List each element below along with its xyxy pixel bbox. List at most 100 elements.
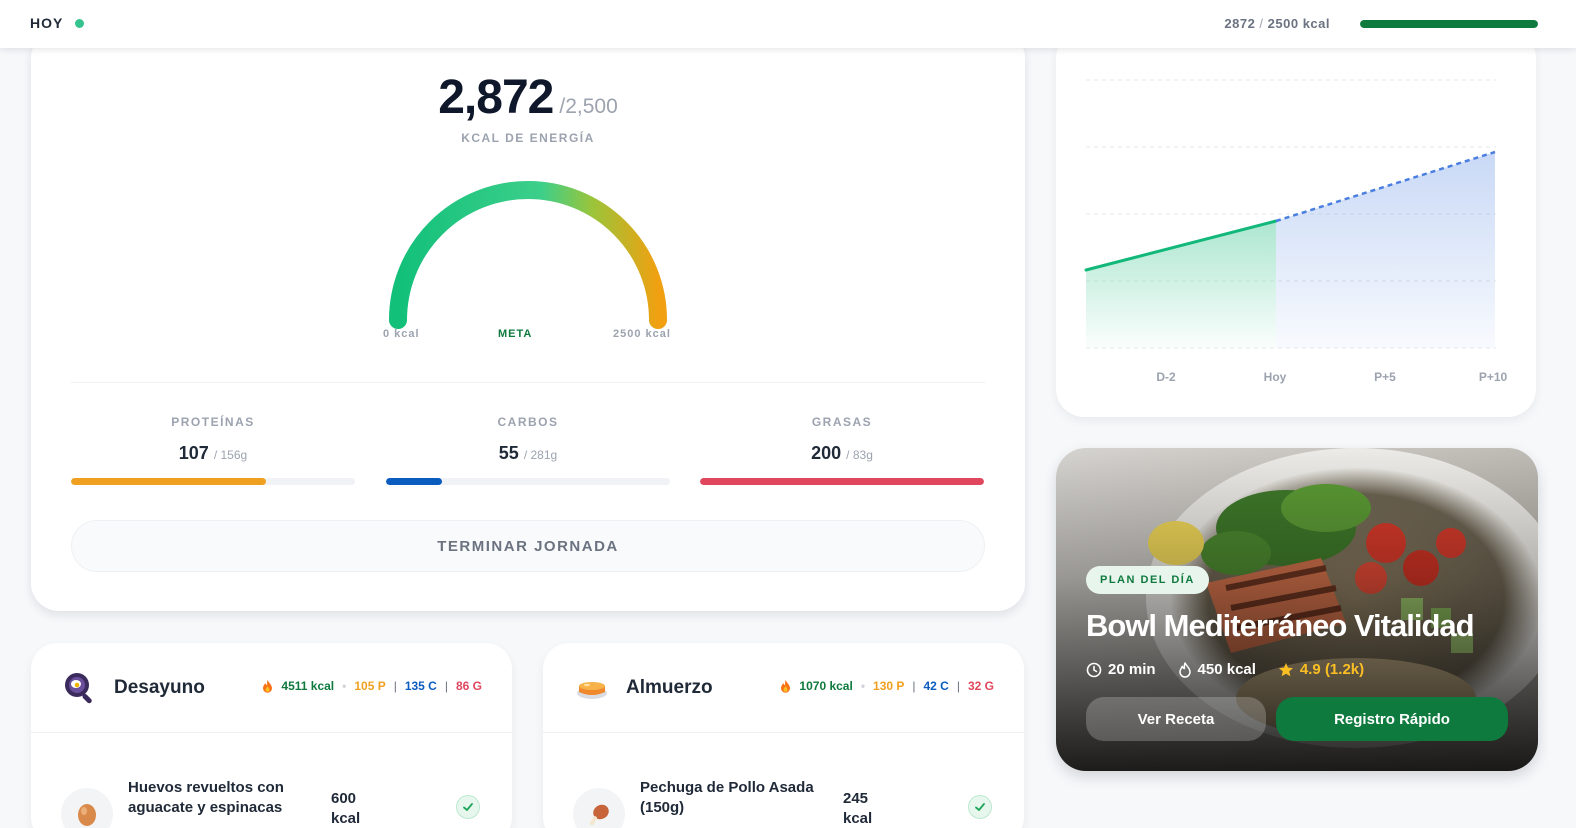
meal-kcal: 1070 kcal — [799, 679, 853, 693]
meal-header: Almuerzo 1070 kcal • 130 P | 42 C | 32 G — [543, 643, 1024, 733]
flame-icon — [781, 679, 791, 693]
macro-value: 107 / 156g — [71, 443, 355, 464]
kcal-summary-goal: 2500 kcal — [1267, 16, 1330, 31]
flame-icon — [263, 679, 273, 693]
recipe-meta: 20 min 450 kcal 4.9 (1.2k) — [1086, 661, 1364, 678]
actual-line — [1084, 219, 1278, 272]
trend-chart: D-2 Hoy P+5 P+10 — [1084, 79, 1508, 384]
energy-value: 2,872 — [438, 71, 554, 124]
macro-fats: GRASAS 200 / 83g — [700, 415, 984, 485]
top-bar: HOY 2872 / 2500 kcal — [0, 0, 1576, 48]
divider — [71, 382, 985, 383]
daily-progress-fill — [1360, 20, 1538, 28]
macro-proteins: PROTEÍNAS 107 / 156g — [71, 415, 355, 485]
pipe-separator: | — [912, 679, 916, 693]
food-avatar — [573, 788, 625, 828]
meal-carbs: 135 C — [404, 679, 437, 693]
kcal-summary-separator: / — [1255, 16, 1268, 31]
macro-progress-bar — [700, 478, 984, 485]
macro-amount: 55 — [498, 443, 519, 463]
kcal-summary: 2872 / 2500 kcal — [1224, 16, 1330, 31]
pipe-separator: | — [444, 679, 448, 693]
macro-goal: / 281g — [523, 448, 558, 462]
macro-amount: 107 — [178, 443, 209, 463]
clock-icon — [1086, 662, 1102, 677]
daily-progress-bar — [1360, 20, 1538, 28]
meal-protein: 130 P — [873, 679, 905, 693]
macro-progress-bar — [386, 478, 670, 485]
energy-label: KCAL DE ENERGÍA — [461, 131, 595, 145]
bullet-separator: • — [860, 679, 866, 693]
quick-log-button[interactable]: Registro Rápido — [1276, 697, 1508, 741]
day-title: HOY — [30, 15, 64, 31]
food-kcal: 245 kcal — [843, 790, 873, 827]
energy-card: 2,872/2,500 KCAL DE ENERGÍA 0 kcal META … — [31, 30, 1025, 611]
actual-area — [1086, 221, 1276, 348]
kcal-summary-current: 2872 — [1224, 16, 1256, 31]
macro-goal: / 156g — [213, 448, 248, 462]
food-kcal: 600 kcal — [331, 790, 361, 827]
trend-chart-card: D-2 Hoy P+5 P+10 — [1056, 30, 1536, 417]
recipe-kcal: 450 kcal — [1178, 661, 1256, 678]
energy-total: 2,872/2,500 — [31, 70, 1025, 125]
x-tick-label: D-2 — [1156, 370, 1176, 384]
macro-title: GRASAS — [811, 415, 873, 429]
pipe-separator: | — [393, 679, 397, 693]
x-tick-label: P+5 — [1374, 370, 1396, 384]
x-tick-label: P+10 — [1479, 370, 1508, 384]
meal-carbs: 42 C — [923, 679, 949, 693]
meal-card-lunch: Almuerzo 1070 kcal • 130 P | 42 C | 32 G… — [543, 643, 1024, 828]
macro-carbs: CARBOS 55 / 281g — [386, 415, 670, 485]
pipe-separator: | — [956, 679, 960, 693]
macro-progress-fill — [700, 478, 984, 485]
flame-outline-icon — [1178, 661, 1191, 678]
recipe-rating-value: 4.9 (1.2k) — [1299, 661, 1365, 678]
gauge-max-label: 2500 kcal — [613, 328, 671, 340]
meal-title: Desayuno — [114, 677, 205, 698]
macro-title: CARBOS — [497, 415, 559, 429]
gauge-min-label: 0 kcal — [383, 328, 420, 340]
plan-badge: PLAN DEL DÍA — [1086, 566, 1209, 594]
check-icon[interactable] — [456, 795, 480, 819]
meal-stats: 4511 kcal • 105 P | 135 C | 86 G — [262, 679, 482, 693]
check-icon[interactable] — [968, 795, 992, 819]
status-dot — [75, 19, 84, 28]
food-name: Huevos revueltos con aguacate y espinaca… — [128, 779, 284, 816]
macro-progress-bar — [71, 478, 355, 485]
recipe-rating: 4.9 (1.2k) — [1278, 661, 1364, 678]
macro-progress-fill — [386, 478, 442, 485]
energy-gauge — [389, 181, 667, 329]
end-day-button[interactable]: TERMINAR JORNADA — [71, 520, 985, 572]
forecast-area — [1276, 152, 1495, 348]
macro-value: 200 / 83g — [700, 443, 984, 464]
recipe-kcal-value: 450 kcal — [1197, 661, 1256, 678]
bento-box-icon — [577, 682, 607, 699]
meal-item[interactable]: Huevos revueltos con aguacate y espinaca… — [31, 753, 512, 828]
meal-stats: 1070 kcal • 130 P | 42 C | 32 G — [780, 679, 994, 693]
macro-progress-fill — [71, 478, 266, 485]
view-recipe-button[interactable]: Ver Receta — [1086, 697, 1266, 741]
egg-icon — [78, 804, 96, 826]
energy-goal: /2,500 — [559, 95, 618, 118]
meal-protein: 105 P — [354, 679, 386, 693]
macro-amount: 200 — [811, 443, 842, 463]
macro-title: PROTEÍNAS — [171, 415, 255, 429]
x-tick-label: Hoy — [1264, 370, 1287, 384]
recipe-time: 20 min — [1086, 661, 1156, 678]
meal-fat: 86 G — [455, 679, 482, 693]
gauge-meta-label: META — [498, 328, 533, 340]
chicken-leg-icon — [589, 804, 609, 826]
gauge-fill — [389, 181, 667, 329]
meal-item[interactable]: Pechuga de Pollo Asada (150g) 245 kcal — [543, 753, 1024, 828]
meal-header: Desayuno 4511 kcal • 105 P | 135 C | 86 … — [31, 643, 512, 733]
macro-value: 55 / 281g — [386, 443, 670, 464]
macro-goal: / 83g — [846, 448, 873, 462]
recipe-time-value: 20 min — [1108, 661, 1156, 678]
recipe-title: Bowl Mediterráneo Vitalidad — [1086, 608, 1475, 643]
bullet-separator: • — [342, 679, 347, 693]
food-avatar — [61, 788, 113, 828]
star-icon — [1278, 662, 1293, 676]
meal-card-breakfast: Desayuno 4511 kcal • 105 P | 135 C | 86 … — [31, 643, 512, 828]
frying-pan-icon — [65, 673, 92, 704]
recipe-card[interactable]: PLAN DEL DÍA Bowl Mediterráneo Vitalidad… — [1056, 448, 1538, 771]
